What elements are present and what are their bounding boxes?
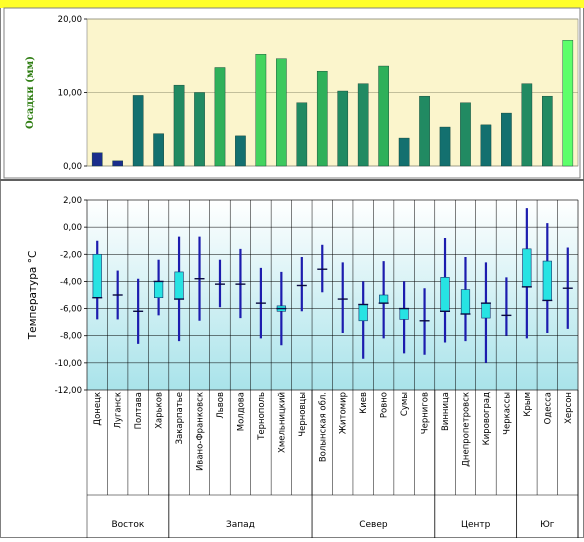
temperature-chart-layer: 2,00 0,00 -2,00 -4,00 -6,00 -8,00 -10,00 -12,00… bbox=[27, 196, 579, 538]
precip-bar bbox=[132, 95, 144, 167]
category-label: Житомир bbox=[339, 392, 349, 434]
precip-tick-label: 10,00 bbox=[58, 89, 82, 99]
temp-tick-label: -12,00 bbox=[55, 386, 82, 396]
precip-bar bbox=[398, 137, 410, 167]
temp-axis-title: Температура °С bbox=[27, 251, 39, 341]
precip-bar bbox=[480, 124, 492, 167]
temp-tick-label: -4,00 bbox=[60, 277, 82, 287]
precip-bar bbox=[255, 54, 267, 167]
precip-bar bbox=[562, 40, 574, 167]
temp-box bbox=[460, 289, 471, 315]
temp-box bbox=[154, 281, 164, 299]
group-label: Юг bbox=[540, 520, 555, 530]
category-label: Чернигов bbox=[421, 392, 431, 434]
temp-box bbox=[522, 248, 532, 288]
precip-bar bbox=[460, 102, 471, 167]
precip-tick-label: 0,00 bbox=[63, 162, 82, 172]
category-label: Днепропетровск bbox=[461, 392, 471, 467]
temp-box bbox=[399, 308, 409, 320]
temp-box bbox=[379, 294, 389, 304]
group-label: Север bbox=[359, 520, 388, 530]
precip-bar bbox=[541, 95, 553, 167]
category-label: Львов bbox=[216, 392, 226, 419]
precip-bar bbox=[235, 135, 246, 167]
precip-bar bbox=[501, 112, 512, 167]
temp-tick-label: -8,00 bbox=[60, 332, 82, 342]
precip-bar bbox=[91, 152, 103, 167]
precip-bar bbox=[521, 83, 533, 167]
category-label: Полтава bbox=[134, 392, 144, 429]
category-label: Ровно bbox=[380, 392, 390, 418]
category-label: Киев bbox=[359, 392, 369, 414]
temp-box bbox=[358, 304, 368, 322]
category-label: Херсон bbox=[564, 392, 574, 424]
category-label: Винница bbox=[441, 392, 451, 431]
category-label: Харьков bbox=[155, 392, 165, 429]
precip-bar bbox=[173, 84, 185, 167]
precip-bar bbox=[276, 58, 287, 167]
precip-chart-layer: 0,00 10,00 20,00 Осадки (мм) bbox=[25, 15, 578, 172]
temp-box bbox=[440, 277, 450, 312]
precip-bar bbox=[419, 95, 430, 167]
precip-bar bbox=[112, 160, 124, 167]
precip-bar bbox=[153, 133, 164, 167]
temp-tick-label: -2,00 bbox=[60, 250, 82, 260]
temp-tick-label: 0,00 bbox=[63, 223, 82, 233]
category-label: Молдова bbox=[236, 392, 246, 431]
category-label: Закарпатье bbox=[175, 392, 185, 444]
category-label: Одесса bbox=[543, 392, 553, 424]
category-label: Кировоград bbox=[482, 392, 492, 445]
temp-box bbox=[92, 253, 102, 299]
category-label: Тернополь bbox=[257, 392, 267, 441]
precip-bar bbox=[357, 83, 369, 167]
group-label: Центр bbox=[461, 520, 491, 530]
category-label: Хмельницкий bbox=[277, 392, 287, 453]
category-label: Черкассы bbox=[502, 392, 512, 435]
precip-bar bbox=[214, 67, 226, 167]
precip-axis-title: Осадки (мм) bbox=[25, 56, 36, 129]
precip-bar bbox=[316, 70, 328, 167]
category-label: Сумы bbox=[400, 392, 410, 416]
precip-tick-label: 20,00 bbox=[58, 15, 82, 25]
temp-tick-label: 2,00 bbox=[63, 196, 82, 206]
temp-tick-label: -6,00 bbox=[60, 305, 82, 315]
category-label: Крым bbox=[523, 392, 533, 417]
temp-box bbox=[174, 271, 184, 300]
temp-box bbox=[542, 260, 552, 301]
group-label: Восток bbox=[112, 520, 145, 530]
precip-bar bbox=[296, 102, 308, 167]
category-label: Ивано-Франковск bbox=[196, 392, 206, 471]
precip-bar bbox=[337, 90, 349, 167]
category-label: Луганск bbox=[114, 392, 124, 428]
group-label: Запад bbox=[226, 520, 255, 530]
category-label: Волынская обл. bbox=[318, 392, 328, 462]
temp-box bbox=[481, 302, 491, 319]
precip-bar bbox=[378, 65, 389, 167]
precip-bar bbox=[439, 126, 451, 167]
title-strip bbox=[0, 0, 584, 8]
category-label: Черновцы bbox=[298, 392, 308, 437]
temp-tick-label: -10,00 bbox=[55, 359, 82, 369]
category-label: Донецк bbox=[93, 392, 103, 426]
precip-bar bbox=[194, 92, 205, 167]
